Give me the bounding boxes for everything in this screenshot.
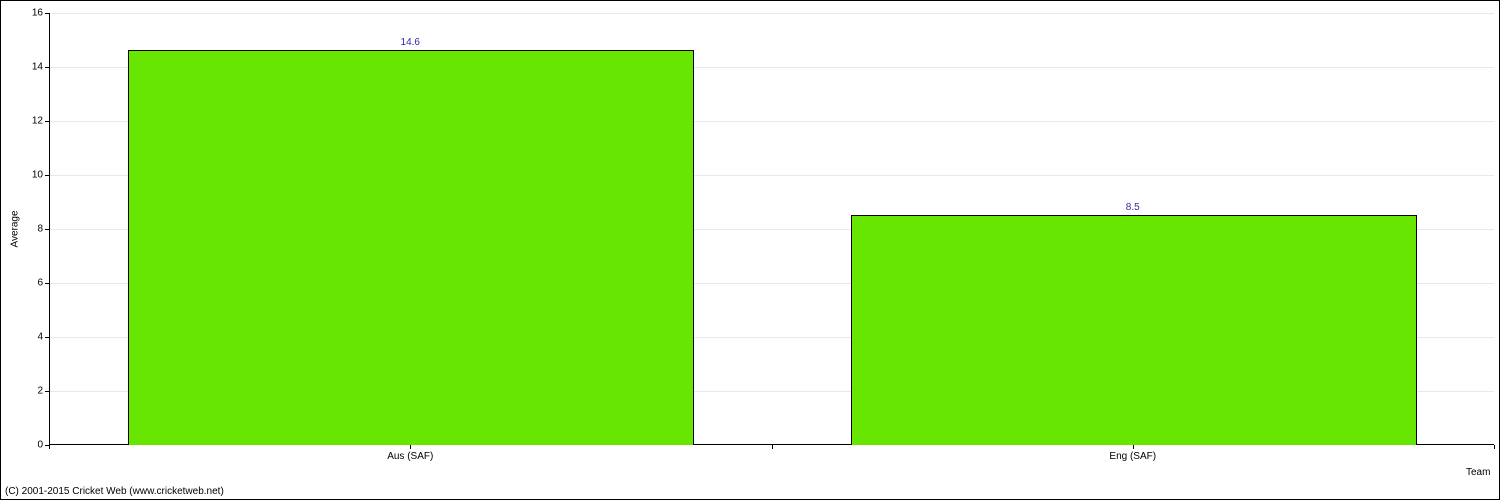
ytick-label: 4 xyxy=(37,332,43,343)
y-axis-line xyxy=(49,13,50,445)
plot-area: 024681012141614.6Aus (SAF)8.5Eng (SAF) xyxy=(49,13,1494,445)
xtick-mark xyxy=(49,445,50,449)
ytick-label: 8 xyxy=(37,224,43,235)
ytick-label: 2 xyxy=(37,386,43,397)
ytick-label: 12 xyxy=(32,116,43,127)
x-axis-title: Team xyxy=(1466,467,1490,478)
xtick-mark xyxy=(1133,445,1134,449)
bar-value-label: 8.5 xyxy=(1126,202,1140,213)
ytick-label: 0 xyxy=(37,440,43,451)
ytick-label: 16 xyxy=(32,8,43,19)
ytick-label: 10 xyxy=(32,170,43,181)
copyright-text: (C) 2001-2015 Cricket Web (www.cricketwe… xyxy=(5,486,224,497)
xtick-label: Aus (SAF) xyxy=(387,451,433,462)
bar xyxy=(128,50,694,445)
chart-outer-border: 024681012141614.6Aus (SAF)8.5Eng (SAF) A… xyxy=(0,0,1500,500)
y-axis-title: Average xyxy=(10,210,21,247)
ytick-label: 6 xyxy=(37,278,43,289)
gridline xyxy=(49,13,1494,14)
xtick-mark xyxy=(1494,445,1495,449)
bar-value-label: 14.6 xyxy=(401,37,420,48)
xtick-label: Eng (SAF) xyxy=(1109,451,1156,462)
xtick-mark xyxy=(772,445,773,449)
ytick-label: 14 xyxy=(32,62,43,73)
xtick-mark xyxy=(410,445,411,449)
bar xyxy=(851,215,1417,446)
